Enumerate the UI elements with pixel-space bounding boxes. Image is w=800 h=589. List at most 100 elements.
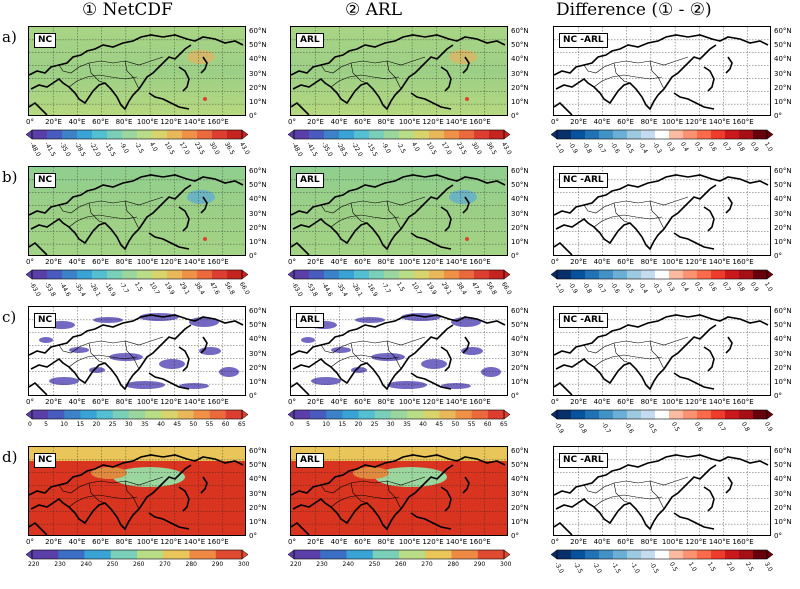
lat-tick-label: 40°N	[511, 335, 529, 344]
colorbar-swatch	[399, 270, 415, 279]
longitude-labels: 0° 20°E 40°E 60°E 80°E 100°E 120°E 140°E 160°E	[288, 258, 508, 268]
lon-tick-label: 60°E	[92, 538, 109, 546]
colorbar-swatch	[641, 130, 656, 139]
border-line	[386, 60, 402, 90]
colorbar-swatch	[429, 130, 445, 139]
map: NC	[28, 166, 246, 256]
colorbar-tick-label: -0.5	[646, 421, 659, 435]
colorbar-min-extension	[26, 409, 33, 420]
lon-tick-label: 0°	[551, 398, 559, 406]
colorbar-tick-label: 23.5	[192, 141, 206, 157]
field-fill	[29, 167, 245, 255]
lon-tick-label: 0°	[26, 398, 34, 406]
colorbar-tick-label: 30	[124, 421, 133, 428]
colorbar-swatch	[697, 130, 712, 139]
lon-tick-label: 40°E	[68, 398, 86, 406]
lat-tick-label: 40°N	[774, 195, 792, 204]
colorbar-swatch	[58, 550, 85, 559]
colorbar-swatch	[407, 410, 424, 419]
lon-tick-label: 20°E	[45, 398, 62, 406]
colorbar-swatch	[62, 270, 78, 279]
longitude-labels: 0° 20°E 40°E 60°E 80°E 100°E 120°E 140°E 160°E	[288, 398, 508, 408]
colorbar-swatch	[557, 550, 572, 559]
colorbar-tick-label: 280	[185, 561, 197, 568]
panel-a-diff: NC -ARL 60°N 50°N 40°N 30°N 20°N 10°N 0° 0° 20°E 4…	[551, 26, 800, 161]
colorbar-swatch	[474, 130, 490, 139]
lat-tick-label: 50°N	[511, 461, 529, 470]
colorbar-swatch	[414, 270, 430, 279]
lat-tick-label: 10°N	[774, 377, 792, 386]
colorbar-swatch	[122, 130, 138, 139]
colorbar-min-extension	[551, 129, 558, 140]
colorbar-swatch	[725, 410, 740, 419]
map: ARL	[290, 166, 508, 256]
lon-tick-label: 100°E	[398, 118, 421, 126]
coastline	[292, 324, 454, 391]
lat-tick-label: 10°N	[249, 377, 267, 386]
colorbar-tick-label: 0.9	[762, 421, 774, 433]
colorbar-swatch	[725, 550, 740, 559]
colorbar-min-extension	[288, 129, 295, 140]
colorbar-tick-label: 0.5	[667, 561, 679, 573]
lat-tick-label: 50°N	[511, 41, 529, 50]
colorbar-tick-label: 0.6	[692, 421, 704, 433]
lat-tick-label: 0°	[511, 252, 519, 260]
colorbar-tick-label: 0.7	[720, 141, 732, 153]
coastline	[673, 512, 715, 530]
colorbar-swatch	[613, 550, 628, 559]
cloud-patch	[481, 367, 501, 377]
colorbar-swatch	[309, 270, 325, 279]
lat-tick-label: 40°N	[774, 475, 792, 484]
colorbar-tick-label: 23.5	[454, 141, 468, 157]
lat-tick-label: 30°N	[249, 69, 267, 78]
lon-tick-label: 160°E	[469, 258, 491, 266]
border-line	[350, 342, 368, 364]
border-line	[58, 196, 164, 214]
longitude-labels: 0° 20°E 40°E 60°E 80°E 100°E 120°E 140°E 160°E	[26, 258, 246, 268]
colorbar-tick-label: 36.5	[222, 141, 236, 157]
lon-tick-label: 40°E	[68, 258, 86, 266]
colorbar-tick-label: -2.0	[591, 561, 604, 575]
column-title-arl: ② ARL	[345, 0, 403, 20]
row-label-a: a)	[2, 28, 17, 46]
coastline	[703, 486, 715, 512]
panel-a-netcdf: NC 60°N 50°N 40°N 30°N 20°N 10°N 0° 0° 20°E 40°E 60…	[26, 26, 278, 161]
dataset-tag: NC -ARL	[559, 173, 608, 188]
colorbar-tick-label: -26.1	[87, 281, 102, 298]
colorbar-swatch	[32, 550, 59, 559]
colorbar-tick-label: 30	[386, 421, 395, 428]
colorbar-tick-label: 29.1	[177, 281, 191, 297]
map: NC -ARL	[553, 446, 771, 536]
lat-tick-label: 20°N	[511, 223, 529, 232]
lat-tick-label: 20°N	[249, 503, 267, 512]
lon-tick-label: 140°E	[445, 538, 468, 546]
cloud-patch	[331, 347, 351, 353]
column-title-diff: Difference (① - ②)	[556, 0, 712, 20]
colorbar-tick-label: -35.0	[319, 141, 334, 158]
coastline	[148, 512, 190, 530]
colorbar-swatch	[369, 130, 385, 139]
lat-tick-label: 10°N	[774, 237, 792, 246]
colorbar-swatch	[627, 410, 642, 419]
lat-tick-label: 30°N	[511, 209, 529, 218]
colorbar-tick-label: -0.6	[608, 141, 621, 155]
colorbar-tick-label: -0.9	[566, 141, 579, 155]
lon-tick-label: 100°E	[136, 258, 159, 266]
lon-tick-label: 100°E	[661, 538, 684, 546]
lon-tick-label: 120°E	[685, 258, 707, 266]
colorbar-swatch	[669, 270, 684, 279]
lon-tick-label: 80°E	[640, 258, 658, 266]
longitude-labels: 0° 20°E 40°E 60°E 80°E 100°E 120°E 140°E 160°E	[288, 118, 508, 128]
border-line	[613, 342, 631, 364]
colorbar-swatch	[414, 130, 430, 139]
colorbar-tick-label: -41.5	[42, 141, 57, 158]
lon-tick-label: 60°E	[617, 258, 634, 266]
colorbar-tick-labels: 220 230 240 250 260 270 280 290 300	[26, 561, 249, 577]
lat-tick-label: 10°N	[511, 377, 529, 386]
colorbar-swatch	[571, 270, 586, 279]
map: NC	[28, 306, 246, 396]
lon-tick-label: 120°E	[160, 258, 182, 266]
colorbar-tick-label: -63.0	[27, 281, 42, 298]
lon-tick-label: 140°E	[445, 118, 468, 126]
lon-tick-label: 100°E	[661, 118, 684, 126]
